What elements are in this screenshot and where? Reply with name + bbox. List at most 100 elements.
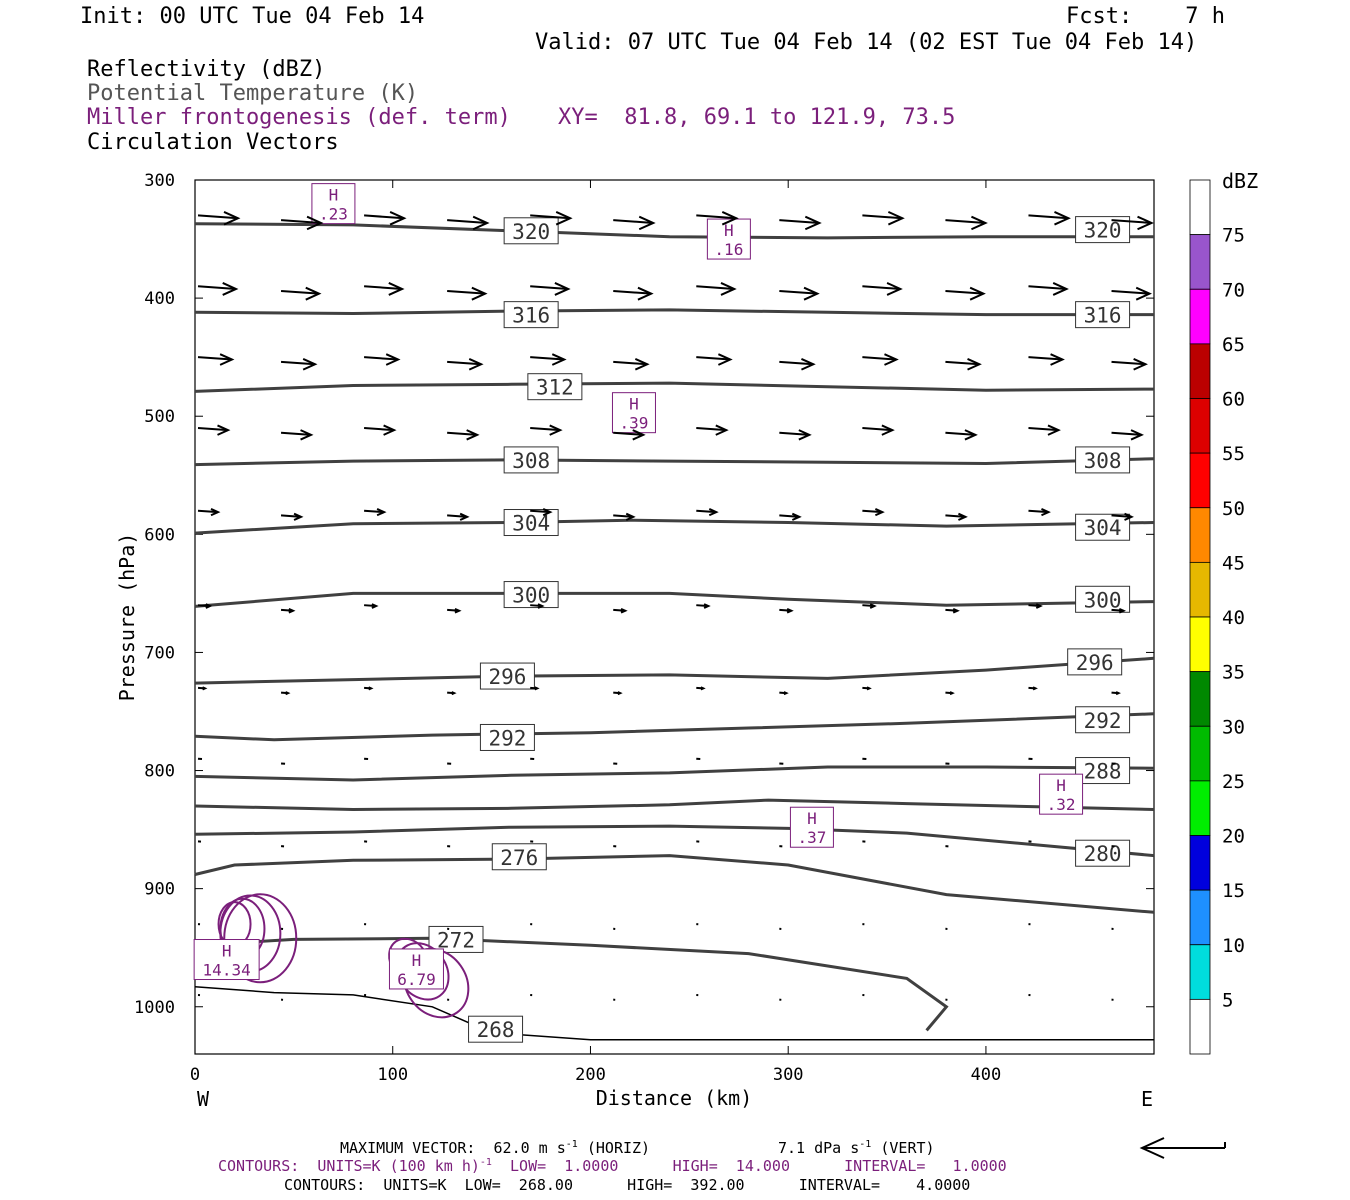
circulation-vector-head bbox=[783, 691, 789, 696]
circulation-vector-head bbox=[1050, 353, 1065, 366]
circulation-vector-head bbox=[971, 215, 988, 231]
theta-contour-280 bbox=[194, 824, 1155, 858]
circulation-vector-head bbox=[798, 429, 812, 441]
circulation-vector-head bbox=[305, 286, 322, 301]
circulation-vector bbox=[197, 285, 237, 290]
circulation-vector bbox=[1111, 290, 1150, 295]
circulation-vector-head bbox=[803, 286, 820, 301]
colorbar-swatch bbox=[1189, 179, 1211, 236]
y-tick-label: 600 bbox=[144, 525, 175, 545]
theta-label: 268 bbox=[477, 1018, 515, 1042]
frontogenesis-high-value: .16 bbox=[714, 240, 743, 259]
circulation-vector-head bbox=[949, 691, 955, 696]
circulation-vector bbox=[530, 285, 569, 290]
frontogenesis-high-value: 6.79 bbox=[397, 970, 436, 989]
circulation-vector bbox=[613, 219, 654, 224]
circulation-vector bbox=[862, 509, 883, 514]
circulation-vector-head bbox=[288, 607, 296, 614]
circulation-vector-head bbox=[306, 215, 324, 231]
theta-label-box bbox=[503, 581, 559, 609]
circulation-vector-head bbox=[720, 282, 737, 296]
circulation-vector bbox=[696, 285, 735, 290]
theta-label: 316 bbox=[1084, 304, 1122, 328]
y-tick-label: 500 bbox=[144, 407, 175, 427]
circulation-vector bbox=[197, 356, 233, 361]
circulation-vector bbox=[1028, 509, 1049, 514]
colorbar-label: 45 bbox=[1222, 552, 1245, 574]
circulation-vector-head bbox=[472, 215, 490, 231]
frontogenesis-high-letter: H bbox=[807, 809, 817, 828]
circulation-vector-head bbox=[1115, 691, 1121, 696]
theta-label-box bbox=[479, 662, 535, 690]
circulation-vector bbox=[862, 427, 893, 432]
colorbar-swatch bbox=[1189, 288, 1211, 345]
circulation-vector bbox=[364, 509, 385, 514]
circulation-vector bbox=[447, 219, 488, 224]
theta-label-box bbox=[1067, 648, 1123, 676]
colorbar-swatch bbox=[1189, 725, 1211, 782]
circulation-vector bbox=[530, 509, 551, 514]
circulation-vector-head bbox=[555, 211, 573, 226]
circulation-vector bbox=[1111, 431, 1142, 436]
frontogenesis-high-letter: H bbox=[222, 942, 232, 961]
theta-label-box bbox=[503, 509, 559, 537]
circulation-vector-head bbox=[638, 215, 656, 231]
frontogenesis-high-box bbox=[1039, 773, 1084, 815]
colorbar-swatch bbox=[1189, 561, 1211, 618]
x-axis-label: Distance (km) bbox=[596, 1086, 753, 1110]
theta-label-box bbox=[491, 843, 547, 871]
y-tick-label: 300 bbox=[144, 171, 175, 191]
vertical-vector-info: 7.1 dPa s-1 (VERT) bbox=[778, 1139, 935, 1157]
circulation-vector bbox=[945, 360, 980, 366]
circulation-vector-head bbox=[534, 686, 540, 691]
circulation-vector-head bbox=[791, 512, 802, 521]
y-tick-label: 900 bbox=[144, 880, 175, 900]
theta-label: 292 bbox=[1084, 709, 1122, 733]
x-tick-label: 400 bbox=[971, 1065, 1002, 1085]
circulation-vector bbox=[364, 356, 399, 361]
theta-contour-276 bbox=[194, 854, 1155, 914]
x-tick-label: 300 bbox=[773, 1065, 804, 1085]
colorbar-label: 75 bbox=[1222, 225, 1245, 247]
circulation-vector-head bbox=[302, 357, 318, 371]
circulation-vector bbox=[862, 285, 901, 290]
colorbar-swatch bbox=[1189, 835, 1211, 891]
y-axis-label: Pressure (hPa) bbox=[115, 533, 139, 702]
theta-label: 312 bbox=[536, 376, 574, 400]
circulation-vector bbox=[696, 427, 727, 432]
circulation-vector-head bbox=[1118, 607, 1126, 614]
y-tick-label: 800 bbox=[144, 762, 175, 782]
colorbar-swatch bbox=[1189, 234, 1211, 290]
frontogenesis-high-letter: H bbox=[412, 951, 422, 970]
frontogenesis-high-value: .23 bbox=[319, 205, 348, 224]
circulation-vector bbox=[696, 214, 737, 220]
colorbar-swatch bbox=[1189, 671, 1211, 727]
circulation-vector-head bbox=[1035, 603, 1043, 609]
circulation-vector bbox=[945, 219, 986, 224]
theta-label-box bbox=[503, 446, 559, 474]
circulation-vector bbox=[613, 431, 644, 436]
circulation-vector bbox=[613, 514, 634, 518]
circulation-vector bbox=[1028, 427, 1059, 432]
circulation-vector-head bbox=[202, 686, 208, 691]
frontogenesis-high-box bbox=[193, 939, 260, 981]
circulation-vector-head bbox=[700, 686, 706, 691]
theta-label: 308 bbox=[1084, 449, 1122, 473]
theta-label: 296 bbox=[1076, 651, 1114, 675]
circulation-vector bbox=[945, 514, 966, 518]
east-label: E bbox=[1141, 1087, 1153, 1111]
colorbar-swatch bbox=[1189, 998, 1211, 1055]
circulation-vector-head bbox=[454, 607, 462, 614]
x-tick-label: 0 bbox=[190, 1065, 200, 1085]
circulation-vector bbox=[779, 431, 810, 436]
circulation-vector-head bbox=[1054, 211, 1071, 226]
theta-label: 300 bbox=[512, 584, 550, 608]
theta-label-box bbox=[1075, 839, 1131, 867]
reference-vector-arrow bbox=[1139, 1137, 1226, 1159]
theta-label: 304 bbox=[1084, 516, 1122, 540]
frontogenesis-high-letter: H bbox=[724, 221, 734, 240]
circulation-vector bbox=[280, 290, 320, 295]
colorbar-label: 60 bbox=[1222, 389, 1245, 411]
circulation-vector bbox=[779, 360, 814, 366]
colorbar-label: 50 bbox=[1222, 498, 1245, 520]
